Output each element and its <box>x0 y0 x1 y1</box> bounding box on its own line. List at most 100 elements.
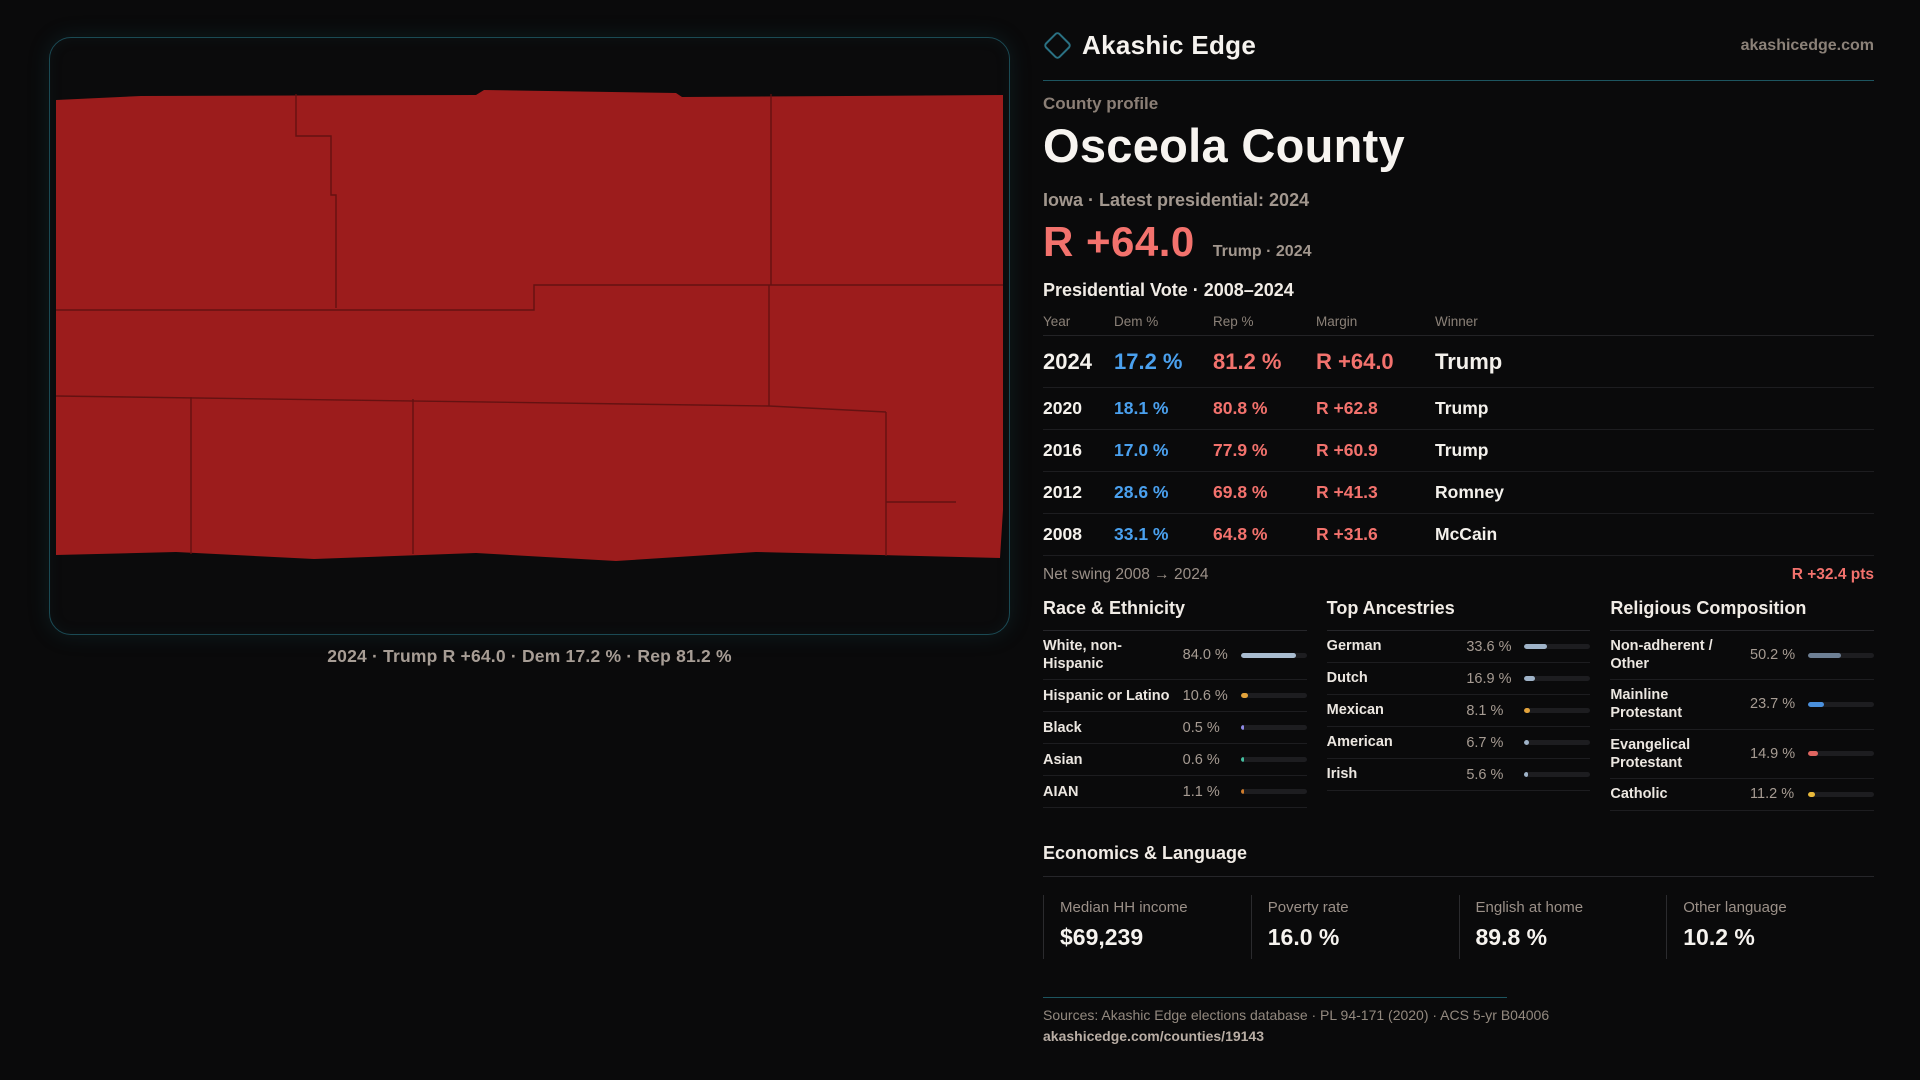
table-row: 2024 17.2 % 81.2 % R +64.0 Trump <box>1043 336 1874 388</box>
col-header-rep: Rep % <box>1213 314 1254 329</box>
table-row: 2008 33.1 % 64.8 % R +31.6 McCain <box>1043 514 1874 556</box>
item-label: American <box>1326 734 1393 751</box>
item-value: 11.2 % <box>1750 786 1795 803</box>
item-bar-fill <box>1524 676 1536 681</box>
item-value: 0.5 % <box>1182 719 1220 736</box>
ancestries-title: Top Ancestries <box>1326 598 1591 631</box>
item-value: 8.1 % <box>1466 702 1504 719</box>
table-body: 2024 17.2 % 81.2 % R +64.0 Trump 2020 18… <box>1043 336 1874 556</box>
cell-rep: 69.8 % <box>1213 482 1268 502</box>
stat-value: 10.2 % <box>1683 924 1755 950</box>
list-item: Hispanic or Latino 10.6 % <box>1043 680 1307 713</box>
item-value: 0.6 % <box>1182 751 1220 768</box>
cell-winner: Trump <box>1435 348 1503 374</box>
item-bar-fill <box>1240 693 1248 699</box>
vote-table-title: Presidential Vote · 2008–2024 <box>1043 280 1294 300</box>
cell-winner: McCain <box>1435 524 1498 544</box>
item-bar-track <box>1240 652 1307 658</box>
list-item: AIAN 1.1 % <box>1043 776 1307 809</box>
item-label: Irish <box>1326 766 1358 783</box>
cell-margin: R +41.3 <box>1316 482 1378 502</box>
item-bar-track <box>1524 644 1591 649</box>
religion-list: Non-adherent / Other 50.2 % Mainline Pro… <box>1610 631 1875 811</box>
cell-rep: 81.2 % <box>1213 348 1282 374</box>
net-swing-row: Net swing 2008 → 2024 R +32.4 pts <box>1043 566 1874 584</box>
stat-card: Poverty rate 16.0 % <box>1250 895 1459 959</box>
county-url-link[interactable]: akashicedge.com/counties/19143 <box>1043 1028 1264 1044</box>
item-bar-track <box>1240 725 1307 731</box>
cell-margin: R +62.8 <box>1316 398 1378 418</box>
cell-year: 2012 <box>1043 482 1082 502</box>
brand-site-link[interactable]: akashicedge.com <box>1740 36 1874 54</box>
item-label: Asian <box>1043 751 1083 768</box>
list-item: Mainline Protestant 23.7 % <box>1610 680 1875 730</box>
item-bar-track <box>1808 791 1875 797</box>
stat-value: 89.8 % <box>1475 924 1548 950</box>
item-label: Mainline Protestant <box>1610 687 1683 722</box>
item-value: 6.7 % <box>1466 734 1504 751</box>
margin-note: Trump · 2024 <box>1212 243 1312 260</box>
stat-card: Other language 10.2 % <box>1666 895 1874 959</box>
brand-diamond-icon <box>1042 30 1073 61</box>
county-shape <box>56 90 1003 561</box>
col-header-winner: Winner <box>1435 314 1478 329</box>
table-row: 2020 18.1 % 80.8 % R +62.8 Trump <box>1043 388 1874 430</box>
item-value: 16.9 % <box>1466 670 1512 687</box>
item-bar-fill <box>1808 701 1824 707</box>
religion-column: Religious Composition Non-adherent / Oth… <box>1610 598 1875 811</box>
stat-label: Other language <box>1683 899 1787 916</box>
item-bar-fill <box>1808 751 1818 757</box>
ancestries-column: Top Ancestries German 33.6 % Dutch 16.9 … <box>1326 598 1591 811</box>
cell-margin: R +60.9 <box>1316 440 1378 460</box>
net-swing-value: R +32.4 pts <box>1791 566 1874 583</box>
stat-card: Median HH income $69,239 <box>1043 895 1251 959</box>
list-item: Black 0.5 % <box>1043 712 1307 745</box>
item-label: Mexican <box>1326 702 1384 719</box>
table-row: 2012 28.6 % 69.8 % R +41.3 Romney <box>1043 472 1874 514</box>
sources-text: Sources: Akashic Edge elections database… <box>1043 1007 1550 1023</box>
table-row: 2016 17.0 % 77.9 % R +60.9 Trump <box>1043 430 1874 472</box>
col-header-dem: Dem % <box>1114 314 1159 329</box>
item-bar-fill <box>1240 757 1244 763</box>
item-bar-fill <box>1808 791 1816 797</box>
item-bar-track <box>1240 789 1307 795</box>
item-label: Dutch <box>1326 670 1368 687</box>
stat-value: $69,239 <box>1060 924 1144 950</box>
list-item: Catholic 11.2 % <box>1610 779 1875 811</box>
item-value: 84.0 % <box>1182 647 1228 664</box>
stat-label: Median HH income <box>1060 899 1188 916</box>
item-value: 10.6 % <box>1182 687 1228 704</box>
item-bar-track <box>1524 708 1591 713</box>
cell-year: 2024 <box>1043 348 1092 374</box>
item-value: 14.9 % <box>1750 745 1796 762</box>
item-bar-fill <box>1524 772 1529 777</box>
stat-card: English at home 89.8 % <box>1458 895 1667 959</box>
item-label: White, non-Hispanic <box>1043 638 1122 673</box>
item-bar-fill <box>1524 740 1529 745</box>
list-item: Non-adherent / Other 50.2 % <box>1610 631 1875 681</box>
item-bar-track <box>1808 701 1875 707</box>
item-label: Evangelical Protestant <box>1610 736 1691 771</box>
item-bar-fill <box>1240 789 1244 795</box>
item-value: 23.7 % <box>1750 696 1796 713</box>
profile-panel: Akashic Edge akashicedge.com County prof… <box>1042 0 1875 1080</box>
cell-year: 2008 <box>1043 524 1082 544</box>
race-ethnicity-column: Race & Ethnicity White, non-Hispanic 84.… <box>1043 598 1307 811</box>
item-value: 1.1 % <box>1182 783 1220 800</box>
footer-divider <box>1043 997 1507 998</box>
stat-label: Poverty rate <box>1267 899 1349 916</box>
margin-value: R +64.0 <box>1043 218 1195 265</box>
list-item: White, non-Hispanic 84.0 % <box>1043 631 1307 681</box>
map-caption: 2024 · Trump R +64.0 · Dem 17.2 % · Rep … <box>327 646 732 666</box>
cell-dem: 33.1 % <box>1114 524 1169 544</box>
item-label: Non-adherent / Other <box>1610 638 1713 673</box>
economics-cards: Median HH income $69,239 Poverty rate 16… <box>1043 895 1874 959</box>
item-label: Black <box>1043 719 1082 736</box>
col-header-margin: Margin <box>1316 314 1358 329</box>
cell-winner: Trump <box>1435 398 1489 418</box>
table-header-row: Year Dem % Rep % Margin Winner <box>1043 308 1874 336</box>
item-bar-fill <box>1524 708 1530 713</box>
county-meta: Iowa · Latest presidential: 2024 <box>1043 190 1310 210</box>
item-value: 5.6 % <box>1466 766 1504 783</box>
item-label: German <box>1326 638 1382 655</box>
